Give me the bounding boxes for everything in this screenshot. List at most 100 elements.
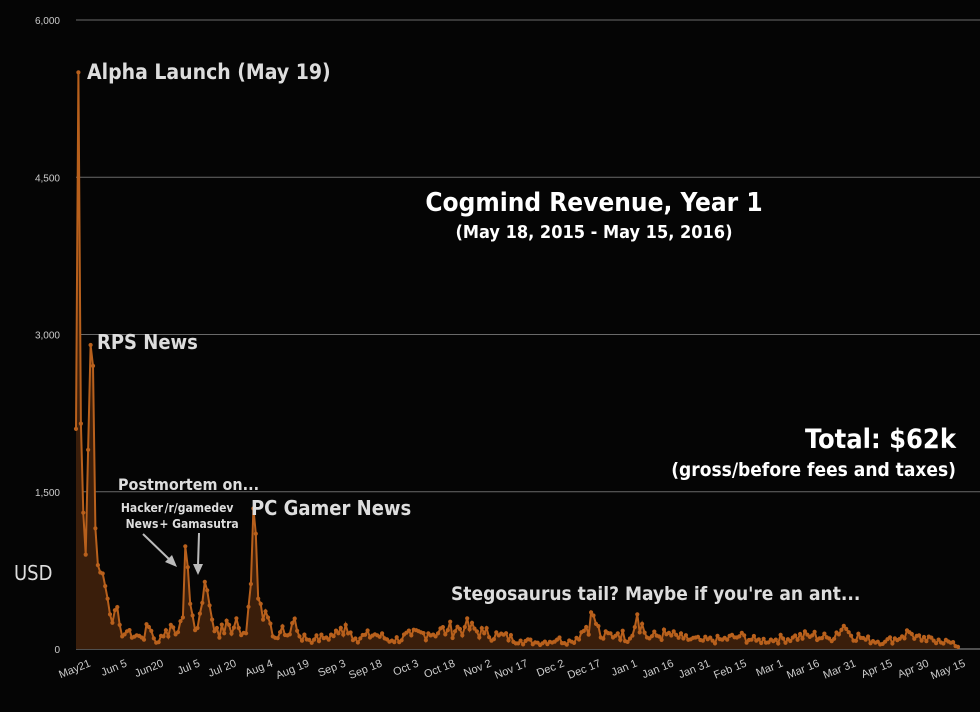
data-point — [827, 636, 832, 641]
data-point — [649, 634, 655, 639]
data-point — [793, 633, 798, 638]
data-point — [528, 637, 533, 642]
x-tick-label: Aug 19 — [274, 658, 311, 682]
data-point — [115, 605, 120, 610]
data-point — [81, 510, 86, 515]
data-point — [659, 637, 664, 643]
data-point — [358, 636, 363, 641]
data-point — [671, 629, 676, 634]
data-point — [307, 637, 312, 643]
data-point — [363, 632, 368, 637]
data-point — [778, 632, 783, 637]
data-point — [227, 622, 232, 628]
x-tick-label: Feb 15 — [712, 658, 748, 682]
annotation-arrow-hacker-news — [142, 533, 177, 567]
data-point — [103, 584, 108, 589]
data-point — [477, 635, 482, 640]
data-point — [110, 620, 115, 625]
data-point — [312, 637, 317, 642]
data-point — [700, 638, 706, 643]
data-point — [100, 571, 105, 576]
data-point — [180, 615, 185, 620]
data-point — [421, 631, 426, 636]
data-point — [292, 616, 297, 621]
data-point — [78, 421, 83, 426]
data-point — [812, 629, 817, 635]
annotation-gamasutra: + Gamasutra — [159, 517, 238, 531]
data-point — [333, 628, 339, 633]
data-point — [737, 634, 742, 639]
data-point — [576, 637, 582, 642]
data-point — [212, 629, 217, 634]
x-tick-label: Aug 4 — [243, 658, 274, 680]
total-note: (gross/before fees and taxes) — [671, 459, 956, 481]
data-point — [832, 636, 837, 641]
data-point — [107, 612, 113, 617]
data-point — [268, 621, 273, 626]
data-point — [202, 579, 207, 585]
data-point — [394, 635, 399, 640]
data-point — [127, 628, 132, 633]
data-point — [781, 636, 786, 641]
data-point — [936, 637, 941, 642]
data-point — [620, 628, 625, 633]
data-point — [618, 637, 623, 643]
data-point — [508, 633, 513, 638]
annotation-alpha-launch: Alpha Launch (May 19) — [87, 60, 331, 84]
data-point — [625, 639, 630, 645]
data-point — [341, 632, 346, 637]
data-point — [572, 640, 577, 646]
data-point — [399, 638, 404, 643]
data-point — [657, 634, 662, 639]
data-point — [433, 634, 438, 639]
data-point — [76, 70, 81, 75]
data-point — [788, 638, 793, 644]
data-point — [365, 628, 370, 633]
data-point — [457, 626, 462, 632]
data-point — [856, 631, 861, 636]
data-point — [236, 625, 241, 631]
data-point — [319, 632, 324, 637]
data-point — [295, 628, 300, 633]
data-point — [921, 634, 927, 640]
data-point — [316, 639, 322, 644]
data-point — [248, 581, 253, 587]
data-point — [516, 641, 521, 646]
data-point — [86, 447, 91, 452]
data-point — [353, 636, 358, 641]
data-point — [661, 627, 667, 632]
data-point — [708, 635, 713, 640]
data-point — [584, 624, 589, 630]
annotation-pc-gamer-news: PC Gamer News — [251, 496, 411, 520]
data-point — [615, 631, 620, 636]
annotation-hacker: Hacker — [121, 501, 164, 515]
x-tick-label: Oct 18 — [422, 658, 457, 681]
data-point — [244, 631, 249, 636]
data-point — [725, 637, 730, 642]
annotation-postmortem: Postmortem on... — [118, 475, 259, 494]
data-point — [951, 640, 956, 645]
data-point — [887, 635, 893, 640]
data-point — [487, 635, 492, 640]
data-point — [917, 633, 922, 638]
data-point — [564, 642, 569, 647]
x-tick-label: Dec 2 — [535, 658, 566, 680]
data-point — [955, 644, 961, 650]
data-point — [166, 634, 171, 639]
data-point — [256, 596, 261, 601]
data-point — [188, 601, 193, 607]
data-point — [336, 631, 341, 636]
data-point — [810, 633, 815, 638]
data-point — [161, 634, 166, 639]
chart-subtitle: (May 18, 2015 - May 15, 2016) — [456, 222, 733, 243]
data-point — [635, 612, 640, 617]
data-point — [924, 639, 929, 644]
data-point — [146, 624, 151, 630]
data-point — [504, 631, 509, 636]
data-point — [200, 600, 205, 606]
data-point — [217, 635, 222, 640]
data-point — [343, 622, 348, 628]
data-point — [866, 634, 871, 639]
data-point — [338, 625, 343, 631]
